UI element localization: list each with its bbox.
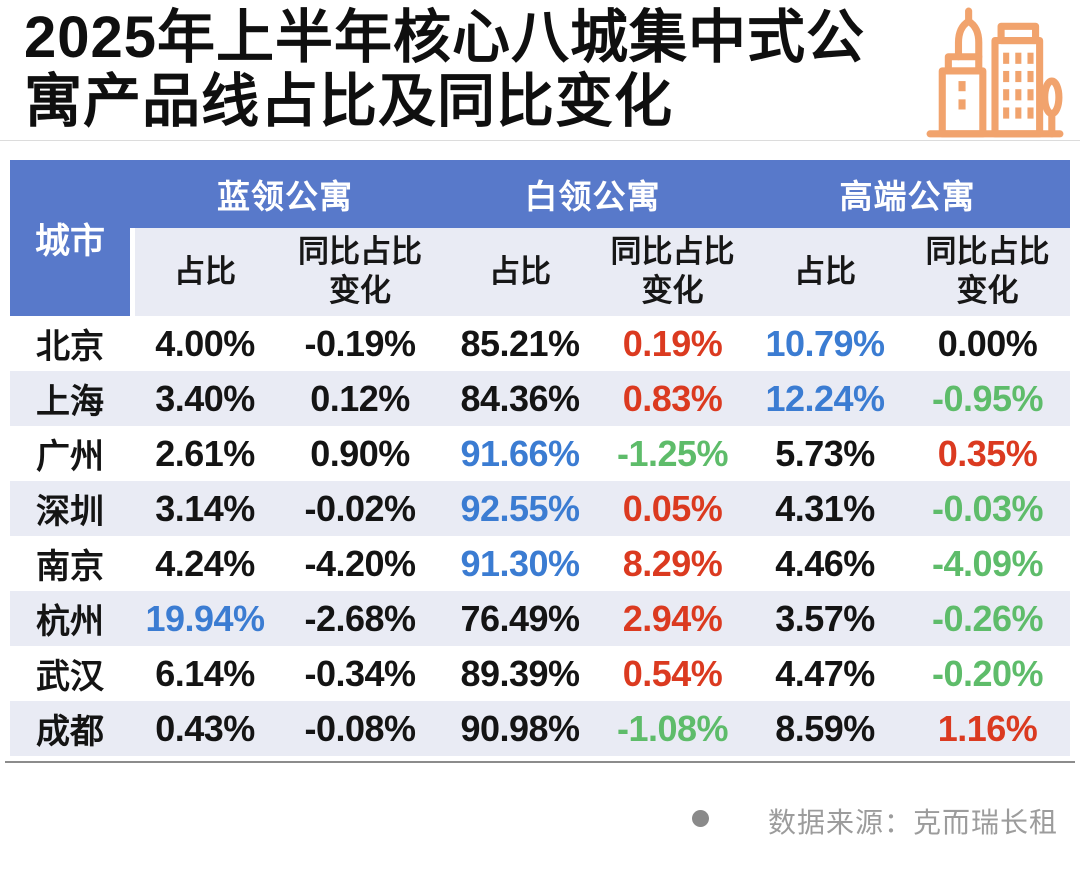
table-cell: 0.05%: [622, 487, 723, 529]
city-column-header: 城市: [10, 160, 130, 316]
table-cell: -0.26%: [931, 597, 1044, 639]
table-cell: 76.49%: [460, 597, 580, 639]
table-cell: 89.39%: [460, 652, 580, 694]
table-cell: 0.19%: [622, 322, 723, 364]
table-cell: 91.30%: [460, 542, 580, 584]
data-table: 城市 蓝领公寓 白领公寓 高端公寓 占比 同比占比变化 占比 同比占比变化 占比…: [10, 160, 1070, 756]
subheader-share: 占比: [174, 253, 236, 289]
table-cell: -0.34%: [304, 652, 416, 694]
table-cell: 3.57%: [775, 597, 875, 639]
table-cell: 19.94%: [145, 597, 265, 639]
table-cell: -1.08%: [616, 707, 729, 749]
table-cell: 1.16%: [937, 707, 1038, 749]
table-cell: -0.03%: [931, 487, 1044, 529]
table-cell: 0.54%: [622, 652, 723, 694]
group-header-white-collar: 白领公寓: [524, 178, 661, 215]
table-row: 武汉 6.14% -0.34% 89.39% 0.54% 4.47% -0.20…: [10, 646, 1070, 701]
table-cell: -2.68%: [304, 597, 416, 639]
group-header-high-end: 高端公寓: [839, 178, 976, 215]
table-cell: -4.20%: [304, 542, 416, 584]
table-cell: 91.66%: [460, 432, 580, 474]
table-cell: 8.29%: [622, 542, 723, 584]
page-title: 2025年上半年核心八城集中式公 寓产品线占比及同比变化: [24, 5, 924, 135]
table-cell: 12.24%: [765, 377, 885, 419]
table-cell: -4.09%: [931, 542, 1044, 584]
table-cell: 3.14%: [155, 487, 255, 529]
buildings-icon: [924, 4, 1066, 146]
table-row: 上海 3.40% 0.12% 84.36% 0.83% 12.24% -0.95…: [10, 371, 1070, 426]
table-cell: 4.47%: [775, 652, 875, 694]
table-cell: 0.90%: [310, 432, 410, 474]
table-cell: -0.08%: [304, 707, 416, 749]
table-body: 北京 4.00% -0.19% 85.21% 0.19% 10.79% 0.00…: [10, 316, 1070, 756]
table-cell: -0.95%: [931, 377, 1044, 419]
table-cell: 4.24%: [155, 542, 255, 584]
city-name: 武汉: [36, 658, 104, 696]
subheader-yoy-change: 同比占比变化: [925, 234, 1050, 308]
table-bottom-rule: [5, 761, 1075, 763]
table-cell: 90.98%: [460, 707, 580, 749]
table-cell: 4.31%: [775, 487, 875, 529]
table-cell: 6.14%: [155, 652, 255, 694]
city-name: 南京: [36, 548, 104, 586]
data-source-label: 数据来源：克而瑞长租: [767, 807, 1058, 838]
table-cell: 2.61%: [155, 432, 255, 474]
table-row: 广州 2.61% 0.90% 91.66% -1.25% 5.73% 0.35%: [10, 426, 1070, 481]
table-cell: 0.43%: [155, 707, 255, 749]
table-cell: 0.35%: [937, 432, 1038, 474]
city-name: 广州: [36, 438, 104, 476]
table-cell: 0.83%: [622, 377, 723, 419]
title-divider-line: [0, 140, 1080, 141]
table-cell: 92.55%: [460, 487, 580, 529]
city-name: 上海: [36, 383, 104, 421]
bullet-dot: [692, 810, 709, 827]
page-title-line2: 寓产品线占比及同比变化: [24, 69, 674, 135]
table-cell: 2.94%: [622, 597, 723, 639]
table-cell: 8.59%: [775, 707, 875, 749]
table-cell: 84.36%: [460, 377, 580, 419]
table-header-group-row: [10, 160, 1070, 228]
table-cell: 0.00%: [937, 322, 1038, 364]
group-header-blue-collar: 蓝领公寓: [217, 178, 353, 215]
table-cell: 4.46%: [775, 542, 875, 584]
table-header-sub-row: [135, 228, 1070, 316]
table-row: 南京 4.24% -4.20% 91.30% 8.29% 4.46% -4.09…: [10, 536, 1070, 591]
table-cell: -0.02%: [304, 487, 416, 529]
table-cell: 3.40%: [155, 377, 255, 419]
table-row: 成都 0.43% -0.08% 90.98% -1.08% 8.59% 1.16…: [10, 701, 1070, 756]
table-cell: -0.19%: [304, 322, 416, 364]
table-cell: 4.00%: [155, 322, 255, 364]
city-name: 深圳: [36, 493, 104, 531]
table-row: 深圳 3.14% -0.02% 92.55% 0.05% 4.31% -0.03…: [10, 481, 1070, 536]
subheader-share: 占比: [489, 253, 551, 289]
city-name: 成都: [36, 713, 104, 751]
table-cell: 0.12%: [310, 377, 410, 419]
city-name: 北京: [36, 328, 104, 366]
table-cell: 85.21%: [460, 322, 580, 364]
page-title-line1: 2025年上半年核心八城集中式公: [24, 5, 866, 70]
table-row: 杭州 19.94% -2.68% 76.49% 2.94% 3.57% -0.2…: [10, 591, 1070, 646]
table-cell: 5.73%: [775, 432, 875, 474]
subheader-yoy-change: 同比占比变化: [610, 234, 735, 308]
city-name: 杭州: [36, 603, 104, 641]
table-cell: -0.20%: [931, 652, 1044, 694]
table-cell: 10.79%: [765, 322, 885, 364]
subheader-share: 占比: [794, 253, 856, 289]
table-row: 北京 4.00% -0.19% 85.21% 0.19% 10.79% 0.00…: [10, 316, 1070, 371]
table-cell: -1.25%: [616, 432, 729, 474]
subheader-yoy-change: 同比占比变化: [298, 234, 422, 308]
